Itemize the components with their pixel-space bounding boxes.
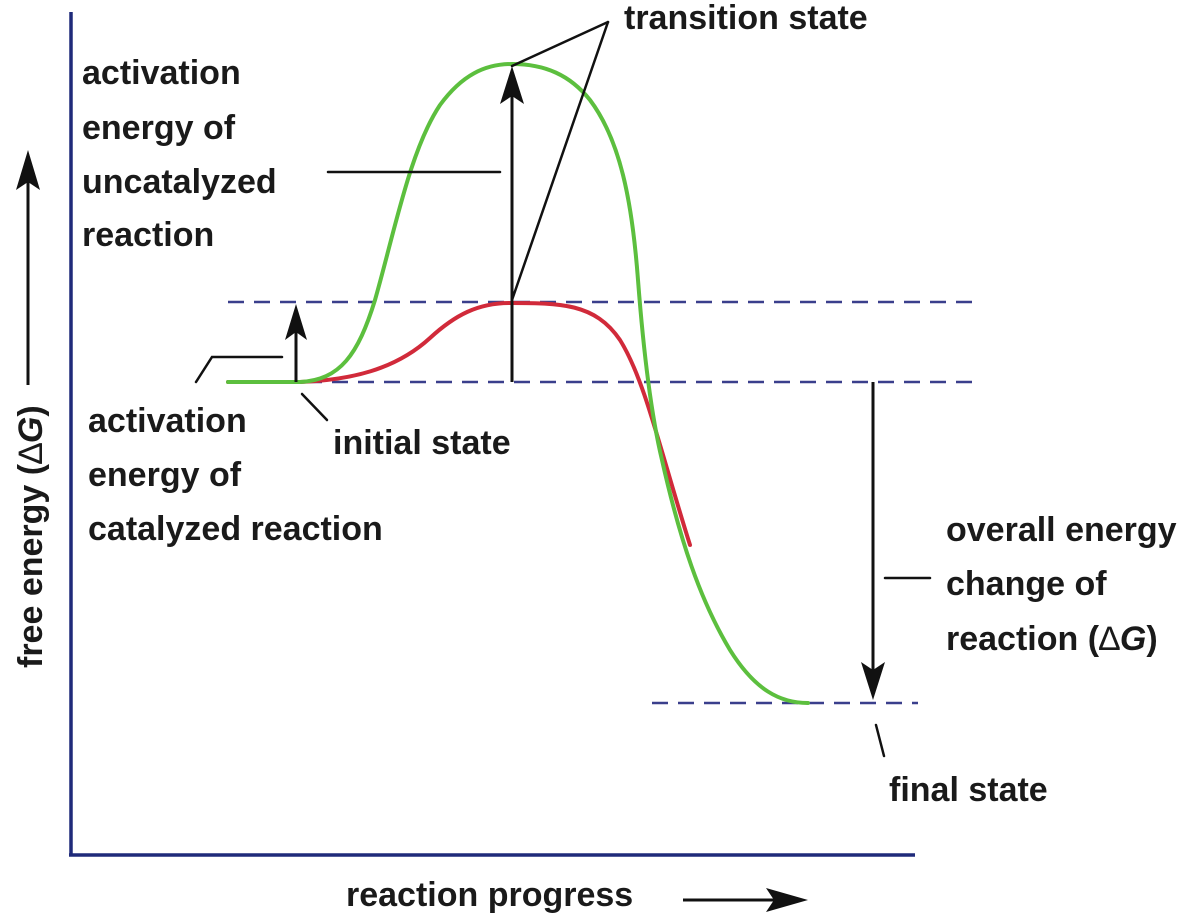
uncatalyzed-curve: [226, 61, 810, 705]
initial-state-leader: [300, 392, 329, 422]
overall-label-line-2: change of: [946, 565, 1107, 603]
catalyzed-curve: [226, 300, 692, 547]
catalyzed-leader: [194, 355, 284, 384]
transition-leader-bottom: [510, 20, 610, 302]
uncatalyzed-label-line-4: reaction: [82, 216, 214, 254]
overall-label-line-3: reaction (∆G): [946, 620, 1158, 658]
y-axis-label: free energy (∆G): [12, 405, 50, 668]
final-state-label: final state: [889, 771, 1048, 809]
transition-leader-top: [510, 20, 610, 68]
catalyzed-label-line-1: activation: [88, 402, 247, 440]
uncatalyzed-arrow-head: [500, 66, 524, 104]
catalyzed-label-line-2: energy of: [88, 456, 242, 494]
final-state-leader: [874, 723, 886, 758]
overall-label-line-1: overall energy: [946, 511, 1177, 549]
catalyzed-arrow-head: [285, 304, 307, 340]
overall-arrow-head: [861, 662, 885, 700]
transition-state-label: transition state: [624, 0, 868, 37]
initial-state-label: initial state: [333, 424, 511, 462]
uncatalyzed-label-line-1: activation: [82, 54, 241, 92]
x-direction-arrow-head: [766, 888, 808, 912]
catalyzed-label-line-3: catalyzed reaction: [88, 510, 383, 548]
y-direction-arrow-head: [16, 150, 40, 190]
uncatalyzed-label-line-2: energy of: [82, 109, 236, 147]
x-axis-label: reaction progress: [346, 876, 633, 914]
uncatalyzed-label-line-3: uncatalyzed: [82, 163, 277, 201]
